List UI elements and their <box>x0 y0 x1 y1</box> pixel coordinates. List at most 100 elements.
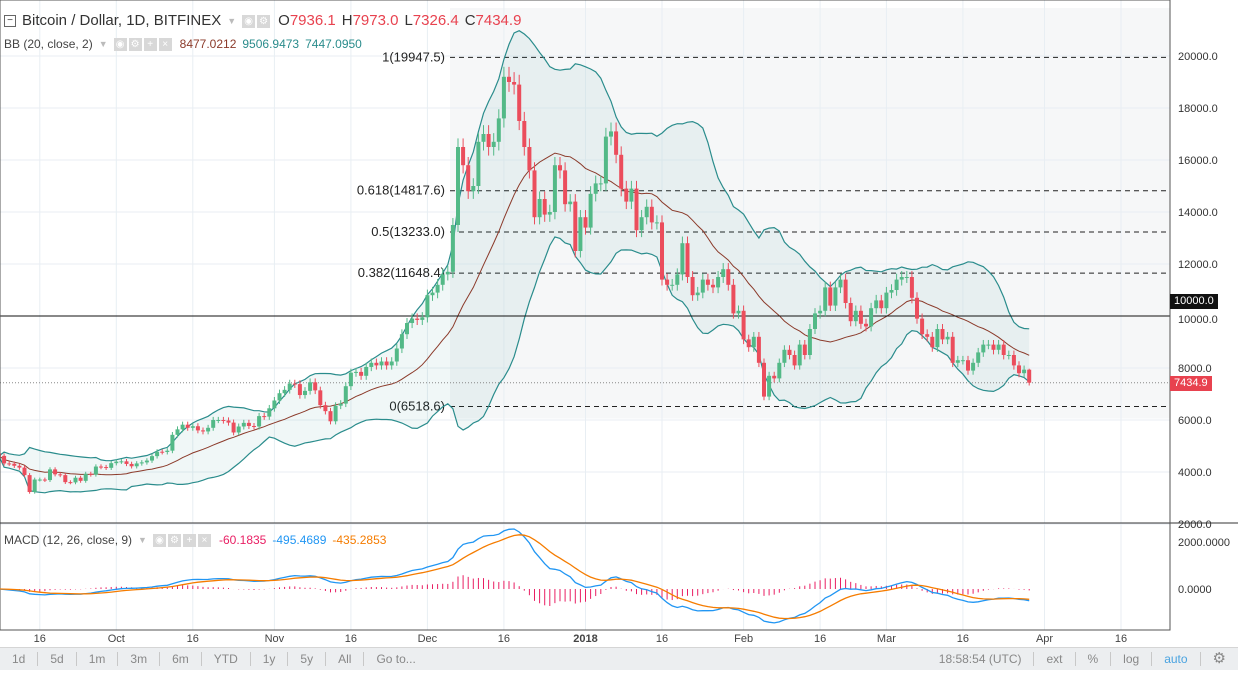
candle-body <box>874 300 879 309</box>
time-tick-label: 16 <box>345 633 357 645</box>
candle-body <box>746 339 751 348</box>
candle <box>864 318 868 332</box>
candle <box>277 389 282 405</box>
candle-body <box>624 188 629 202</box>
chart-canvas[interactable]: 2000.0 4000.0 6000.0 8000.0 10000.0 12000.0 14… <box>0 0 1238 647</box>
candle <box>201 427 205 435</box>
log-toggle[interactable]: log <box>1111 652 1153 666</box>
candle <box>2 453 7 466</box>
candle <box>440 268 445 291</box>
chevron-down-icon[interactable]: ▼ <box>227 15 237 26</box>
candle-body <box>481 134 486 142</box>
candle-body <box>114 461 119 464</box>
candle <box>966 355 970 375</box>
candle-body <box>649 206 654 223</box>
candle-body <box>37 479 42 481</box>
range-all[interactable]: All <box>326 652 365 666</box>
gear-icon[interactable]: ⚙ <box>167 534 181 548</box>
gear-icon[interactable]: ⚙ <box>257 14 271 28</box>
macd-title[interactable]: MACD (12, 26, close, 9) <box>4 533 133 548</box>
candle-body <box>583 217 588 228</box>
time-tick-label: 16 <box>814 633 826 645</box>
eye-icon[interactable]: ◉ <box>152 534 166 548</box>
auto-toggle[interactable]: auto <box>1152 652 1201 666</box>
candle-body <box>818 310 823 314</box>
range-5d[interactable]: 5d <box>38 652 77 666</box>
goto-button[interactable]: Go to... <box>376 652 416 666</box>
candle-body <box>58 474 63 476</box>
candle-body <box>364 366 369 376</box>
candle-body <box>379 361 384 366</box>
candle-body <box>762 362 766 397</box>
candle <box>450 217 455 278</box>
candle-body <box>354 371 358 373</box>
symbol-title[interactable]: Bitcoin / Dollar, 1D, BITFINEX <box>22 12 222 29</box>
candle <box>246 419 251 429</box>
candle <box>680 236 685 281</box>
candle <box>32 477 37 494</box>
fib-level-label: 1(19947.5) <box>382 49 445 64</box>
candle-body <box>440 274 445 285</box>
candle <box>945 332 950 345</box>
candle-body <box>864 323 868 327</box>
collapse-icon[interactable]: − <box>4 14 16 27</box>
candle <box>894 273 899 296</box>
candle-body <box>323 405 328 412</box>
candle <box>552 156 557 220</box>
gear-icon[interactable]: ⚙ <box>128 38 142 52</box>
close-icon[interactable]: × <box>158 38 172 52</box>
candle-body <box>716 277 721 288</box>
candle <box>129 461 134 469</box>
candle <box>221 416 226 424</box>
settings-gear-icon[interactable]: ⚙ <box>1212 650 1226 667</box>
candle <box>226 417 231 426</box>
candle-body <box>63 475 68 483</box>
ext-toggle[interactable]: ext <box>1034 652 1076 666</box>
clock[interactable]: 18:58:54 (UTC) <box>927 652 1035 666</box>
candle-body <box>603 136 608 184</box>
close-icon[interactable]: × <box>197 534 211 548</box>
range-1m[interactable]: 1m <box>77 652 119 666</box>
candle <box>104 464 109 471</box>
range-ytd[interactable]: YTD <box>202 652 251 666</box>
candle-body <box>1022 369 1027 374</box>
bottom-toolbar: 1d 5d 1m 3m 6m YTD 1y 5y All Go to... 18… <box>0 647 1238 670</box>
candle-body <box>226 420 231 423</box>
candle <box>879 294 884 314</box>
candle-body <box>976 352 981 363</box>
range-5y[interactable]: 5y <box>288 652 327 666</box>
candle <box>517 74 522 131</box>
percent-toggle[interactable]: % <box>1076 652 1112 666</box>
candle <box>435 278 440 299</box>
chevron-down-icon[interactable]: ▼ <box>138 535 147 546</box>
range-6m[interactable]: 6m <box>160 652 202 666</box>
range-3m[interactable]: 3m <box>118 652 161 666</box>
eye-icon[interactable]: ◉ <box>242 14 256 28</box>
candle-body <box>134 463 139 467</box>
candle <box>802 339 807 360</box>
candle-body <box>32 479 37 493</box>
close-label: C <box>464 12 476 29</box>
plus-icon[interactable]: + <box>143 38 157 52</box>
candle-body <box>328 411 333 422</box>
plus-icon[interactable]: + <box>182 534 196 548</box>
candle-body <box>858 310 863 324</box>
candle <box>690 271 695 301</box>
range-1y[interactable]: 1y <box>251 652 289 666</box>
candle <box>119 459 124 464</box>
candle-body <box>966 360 970 371</box>
candle-body <box>93 466 98 475</box>
candle <box>17 463 22 470</box>
candle <box>496 109 501 151</box>
bb-lower-value: 7447.0950 <box>305 37 362 52</box>
eye-icon[interactable]: ◉ <box>113 38 127 52</box>
fib-level-label: 0.618(14817.6) <box>357 183 445 198</box>
candle-body <box>180 424 185 430</box>
chevron-down-icon[interactable]: ▼ <box>98 39 108 50</box>
candle-body <box>685 243 690 277</box>
range-1d[interactable]: 1d <box>0 652 39 666</box>
macd-hist-value: -60.1835 <box>218 533 267 548</box>
candle <box>598 175 603 192</box>
candle <box>160 449 165 455</box>
bb-title[interactable]: BB (20, close, 2) <box>4 37 93 52</box>
